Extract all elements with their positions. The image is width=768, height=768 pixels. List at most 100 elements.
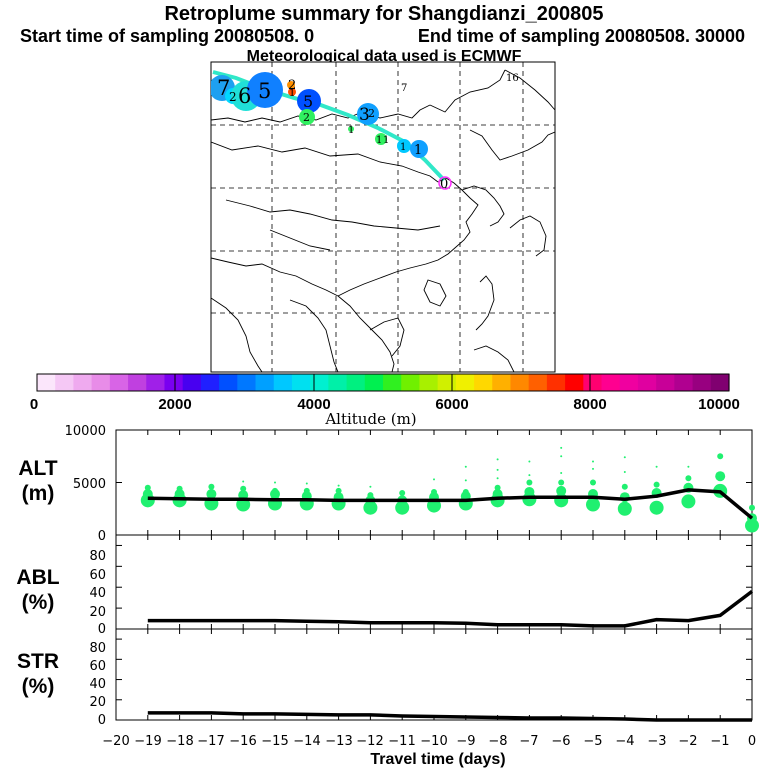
plume-dot: [142, 489, 153, 500]
plume-dot: [681, 494, 696, 509]
colorbar-cell: [328, 374, 348, 391]
plume-dot: [526, 479, 533, 486]
cluster-label: 1: [400, 142, 406, 153]
cluster-circle: [297, 89, 321, 113]
colorbar-cell: [164, 374, 184, 391]
sampling-start-time: Start time of sampling 20080508. 0: [20, 26, 314, 46]
x-tick: −2: [678, 734, 697, 749]
x-tick: −16: [229, 734, 256, 749]
plume-dot: [655, 465, 658, 468]
plume-dot: [586, 497, 600, 512]
colorbar-cell: [455, 374, 475, 391]
plume-dot: [496, 458, 499, 461]
plume-dot: [462, 488, 469, 495]
plume-dot: [496, 468, 499, 471]
colorbar-cell: [528, 374, 548, 391]
cluster-label: 1: [376, 135, 382, 146]
x-axis-label: Travel time (days): [370, 751, 505, 768]
sampling-end-time: End time of sampling 20080508. 30000: [418, 26, 745, 46]
colorbar-cell: [383, 374, 402, 391]
abl-y-tick: 60: [89, 568, 106, 583]
colorbar-cell: [73, 374, 93, 391]
colorbar-cell: [656, 374, 675, 391]
x-tick: 0: [748, 734, 756, 749]
x-tick: −11: [388, 734, 415, 749]
colorbar-cell: [565, 374, 584, 391]
cluster-circle: [375, 133, 387, 145]
abl-y-tick: 80: [89, 549, 106, 564]
cluster-label: 2: [288, 78, 296, 93]
cluster-label: 0: [440, 177, 448, 192]
cluster-label: 5: [258, 79, 271, 103]
colorbar-cell: [109, 374, 129, 391]
str-series-line: [147, 711, 752, 722]
colorbar-cell: [692, 374, 712, 391]
map-gridlines: [211, 62, 555, 372]
str-y-tick: 40: [89, 677, 106, 692]
colorbar-cell: [601, 374, 621, 391]
meteorological-data-note: Meteorological data used is ECMWF: [247, 48, 522, 65]
colorbar-cell: [674, 374, 694, 391]
x-tick: −8: [488, 734, 507, 749]
plume-dot: [623, 471, 626, 473]
cluster-label: 5: [303, 92, 313, 111]
colorbar-cell: [91, 374, 111, 391]
colorbar-cell: [510, 374, 530, 391]
abl-y-ticks: 0 20 40 60 80: [89, 549, 106, 637]
cluster-circle: [410, 140, 428, 158]
plume-dot: [144, 484, 151, 491]
plume-dot: [524, 486, 535, 497]
str-y-tick: 0: [98, 713, 106, 728]
str-panel-frame: [115, 628, 753, 721]
x-tick: −13: [325, 734, 352, 749]
x-tick: −5: [583, 734, 602, 749]
abl-y-tick: 0: [98, 622, 106, 637]
colorbar-cell: [474, 374, 493, 391]
plume-dot: [496, 477, 499, 480]
cluster-circle: [397, 139, 411, 153]
colorbar-cells: [37, 374, 730, 391]
cluster-circle: [357, 103, 379, 125]
plume-dot: [685, 475, 692, 482]
x-axis-ticks: −20 −19 −18 −17 −16 −15 −14 −13 −12 −11 …: [102, 734, 756, 749]
str-y-ticks: 0 20 40 60 80: [89, 641, 106, 728]
x-tick: −1: [710, 734, 729, 749]
plume-dot: [556, 485, 567, 496]
plume-dot: [592, 460, 594, 463]
abl-panel-frame: [115, 534, 753, 630]
abl-y-tick: 20: [89, 605, 106, 620]
coastlines-and-borders: [211, 69, 555, 372]
colorbar-cell: [401, 374, 421, 391]
plume-dot: [560, 455, 563, 458]
str-y-tick: 20: [89, 695, 106, 710]
cluster-label: 1: [383, 135, 389, 146]
plume-dot: [303, 487, 310, 494]
map-panel: 7 2 6 5 2 1 5 2 3 2 7 16 1 1 1 1 1 0: [210, 61, 556, 373]
colorbar-cell: [219, 374, 238, 391]
colorbar-cell: [492, 374, 512, 391]
colorbar-tick: 8000: [573, 396, 606, 413]
colorbar-unit-label: Altitude (m): [324, 410, 416, 428]
plume-dot: [242, 480, 245, 483]
plume-dot: [274, 481, 276, 484]
plume-dot: [433, 478, 435, 481]
colorbar-cell: [182, 374, 202, 391]
plume-dot: [305, 482, 308, 485]
colorbar-cell: [291, 374, 311, 391]
cluster-label: 7: [401, 83, 407, 94]
abl-series-line: [147, 590, 754, 628]
colorbar-cell: [310, 374, 329, 391]
map-frame: [210, 61, 556, 373]
cluster-circle: [348, 126, 354, 132]
colorbar-cell: [364, 374, 384, 391]
alt-panel-unit: (m): [22, 482, 55, 505]
plume-dot: [399, 490, 406, 496]
cluster-label: 6: [238, 84, 251, 108]
alt-y-tick: 5000: [73, 477, 106, 492]
plume-dot: [717, 453, 724, 460]
x-tick: −19: [134, 734, 161, 749]
plume-dot: [367, 492, 374, 499]
colorbar-cell: [55, 374, 75, 391]
colorbar-cell: [346, 374, 366, 391]
abl-y-tick: 40: [89, 586, 106, 601]
